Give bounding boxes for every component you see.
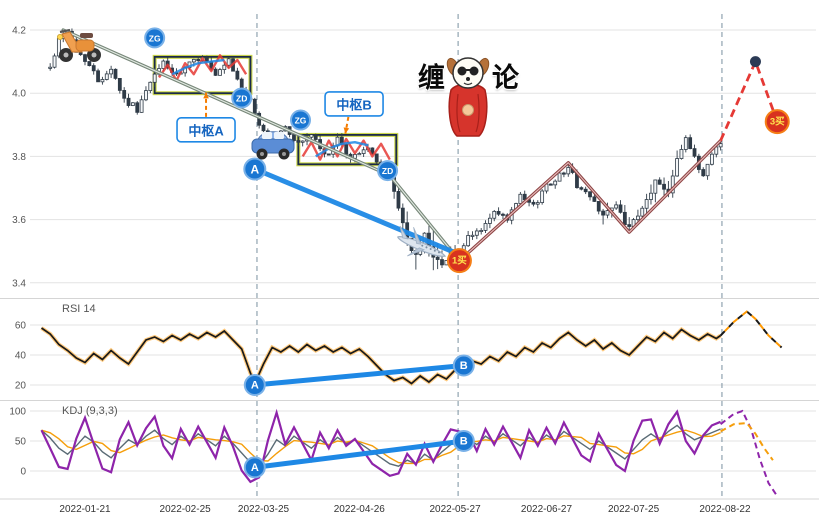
x-axis-date-label: 2022-01-21 bbox=[59, 504, 111, 515]
kdj-j-line bbox=[40, 408, 722, 484]
svg-text:1买: 1买 bbox=[452, 256, 467, 267]
kdj-panel-label: KDJ (9,3,3) bbox=[62, 405, 118, 417]
dog-monk-icon bbox=[446, 57, 490, 137]
marker-price-a[interactable]: A bbox=[243, 157, 267, 181]
x-axis-date-label: 2022-06-27 bbox=[521, 504, 573, 515]
x-axis-date-label: 2022-03-25 bbox=[238, 504, 290, 515]
main-panel bbox=[48, 28, 779, 271]
chan-theory-text-right: 论 bbox=[492, 63, 519, 93]
marker-rsi-b[interactable]: B bbox=[452, 354, 475, 377]
svg-text:B: B bbox=[460, 360, 468, 372]
y-axis-label: 3.4 bbox=[12, 278, 26, 289]
marker-kdj-b[interactable]: B bbox=[452, 430, 475, 452]
pivot-internal-segment bbox=[171, 58, 225, 76]
y-axis-label: 50 bbox=[15, 437, 27, 448]
y-axis-label: 100 bbox=[9, 407, 26, 418]
rsi-line bbox=[41, 327, 722, 386]
marker-zg[interactable]: ZG bbox=[144, 27, 166, 49]
svg-text:B: B bbox=[460, 436, 468, 448]
marker-zd[interactable]: ZD bbox=[377, 160, 399, 182]
pivot-internal-segment bbox=[301, 137, 391, 161]
rsi-divergence-line[interactable] bbox=[252, 363, 467, 388]
kdj-k-line bbox=[41, 424, 721, 468]
svg-text:A: A bbox=[250, 163, 259, 177]
y-axis-label: 4.2 bbox=[12, 26, 26, 37]
car-icon bbox=[251, 131, 295, 160]
marker-zg[interactable]: ZG bbox=[290, 109, 312, 131]
price-projection-line bbox=[719, 60, 779, 142]
svg-text:A: A bbox=[251, 462, 259, 474]
x-axis-date-label: 2022-04-26 bbox=[334, 504, 386, 515]
svg-text:A: A bbox=[251, 380, 259, 392]
x-axis-date-label: 2022-05-27 bbox=[429, 504, 481, 515]
future-target-dot[interactable] bbox=[749, 56, 761, 68]
marker-rsi-a[interactable]: A bbox=[243, 374, 266, 396]
x-axis-date-label: 2022-08-22 bbox=[699, 504, 751, 515]
svg-text:ZG: ZG bbox=[295, 116, 307, 126]
grid-layer bbox=[0, 14, 819, 500]
x-axis-date-label: 2022-07-25 bbox=[608, 504, 660, 515]
kdj-projection-d bbox=[720, 421, 774, 461]
airplane-icon bbox=[397, 225, 447, 257]
marker-kdj-a[interactable]: A bbox=[243, 456, 266, 479]
x-axis-date-label: 2022-02-25 bbox=[160, 504, 212, 515]
marker-zd[interactable]: ZD bbox=[231, 87, 253, 109]
rsi-panel bbox=[40, 310, 783, 389]
y-axis-label: 0 bbox=[20, 467, 26, 478]
pivot-label[interactable]: 中枢B bbox=[324, 91, 384, 134]
chan-theory-text-left: 缠 bbox=[418, 63, 445, 93]
marker-buy3[interactable]: 3买 bbox=[764, 109, 790, 135]
y-axis-label: 4.0 bbox=[12, 89, 26, 100]
svg-text:中枢B: 中枢B bbox=[336, 97, 371, 112]
y-axis-label: 3.6 bbox=[12, 215, 26, 226]
axis-layer: 4.2 4.0 3.8 3.6 3.4 60 40 20 100 50 0 2022-01-21 202… bbox=[9, 26, 751, 516]
kdj-panel bbox=[40, 408, 779, 497]
y-axis-label: 60 bbox=[15, 321, 27, 332]
scooter-icon bbox=[57, 28, 101, 62]
pivot-box[interactable] bbox=[297, 134, 398, 166]
kdj-divergence-line[interactable] bbox=[252, 438, 467, 470]
rsi-panel-label: RSI 14 bbox=[62, 303, 96, 315]
svg-text:3买: 3买 bbox=[770, 117, 785, 128]
y-axis-label: 20 bbox=[15, 381, 27, 392]
pivot-internal-segment bbox=[158, 54, 248, 82]
price-divergence-line[interactable] bbox=[252, 166, 462, 257]
svg-text:ZD: ZD bbox=[236, 93, 247, 103]
pivot-internal-segment bbox=[315, 140, 369, 158]
rsi-projection bbox=[719, 310, 783, 349]
pivot-label[interactable]: 中枢A bbox=[176, 92, 236, 143]
marker-buy1[interactable]: 1买 bbox=[446, 248, 472, 274]
svg-text:中枢A: 中枢A bbox=[188, 123, 224, 138]
y-axis-label: 40 bbox=[15, 351, 27, 362]
svg-text:ZG: ZG bbox=[149, 33, 161, 43]
y-axis-label: 3.8 bbox=[12, 152, 26, 163]
svg-text:ZD: ZD bbox=[382, 166, 393, 176]
